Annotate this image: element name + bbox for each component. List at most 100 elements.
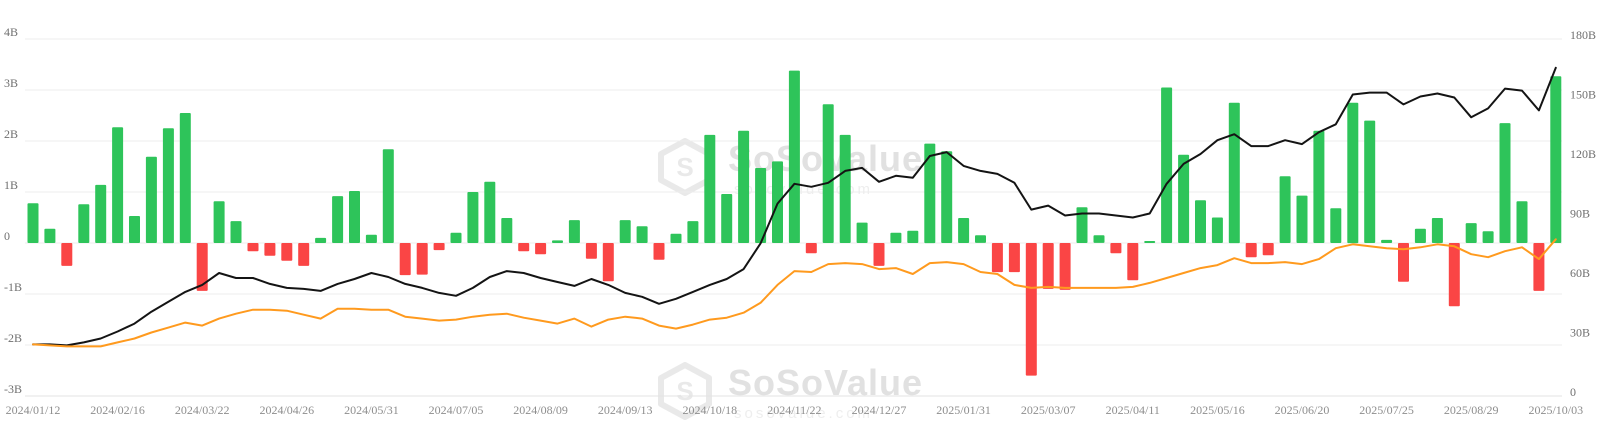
bar-week-12[interactable]: [230, 221, 242, 243]
bar-week-4[interactable]: [95, 184, 107, 243]
bar-week-37[interactable]: [653, 243, 665, 260]
y-axis-label-left: -3B: [4, 382, 22, 396]
bar-week-62[interactable]: [1076, 207, 1088, 243]
bar-week-77[interactable]: [1330, 208, 1342, 243]
y-axis-label-right: 90B: [1570, 207, 1590, 221]
bar-week-81[interactable]: [1398, 243, 1409, 282]
bar-week-73[interactable]: [1262, 243, 1274, 256]
bar-week-70[interactable]: [1211, 217, 1223, 244]
bar-week-71[interactable]: [1228, 102, 1240, 244]
x-axis-label: 2024/07/05: [429, 403, 484, 417]
bar-week-68[interactable]: [1178, 154, 1190, 243]
bar-week-6[interactable]: [129, 216, 140, 243]
bar-week-65[interactable]: [1127, 243, 1139, 281]
bar-week-36[interactable]: [636, 226, 648, 243]
bar-week-49[interactable]: [856, 222, 868, 243]
bar-week-21[interactable]: [382, 149, 394, 243]
bar-week-19[interactable]: [349, 191, 360, 243]
bar-week-84[interactable]: [1448, 243, 1460, 307]
bar-week-0[interactable]: [27, 203, 39, 243]
bar-week-75[interactable]: [1296, 195, 1308, 243]
bar-week-13[interactable]: [247, 243, 259, 252]
bar-week-66[interactable]: [1144, 241, 1156, 243]
bar-week-52[interactable]: [907, 230, 919, 243]
bar-week-26[interactable]: [467, 192, 479, 243]
bar-week-2[interactable]: [61, 243, 73, 266]
bar-week-16[interactable]: [298, 243, 310, 266]
bar-week-3[interactable]: [78, 204, 90, 243]
bar-week-51[interactable]: [890, 232, 902, 243]
bar-week-15[interactable]: [281, 243, 293, 261]
bar-week-88[interactable]: [1516, 201, 1528, 243]
bar-week-32[interactable]: [568, 220, 580, 243]
x-axis-label: 2024/03/22: [175, 403, 230, 417]
bar-week-35[interactable]: [619, 220, 631, 243]
bar-week-74[interactable]: [1279, 176, 1291, 243]
bar-week-59[interactable]: [1025, 243, 1037, 376]
bar-week-14[interactable]: [264, 243, 276, 256]
bar-week-5[interactable]: [112, 127, 124, 243]
bar-week-86[interactable]: [1482, 231, 1494, 243]
bar-week-18[interactable]: [332, 196, 344, 243]
bar-week-56[interactable]: [975, 235, 986, 243]
bar-week-57[interactable]: [991, 243, 1003, 273]
bar-week-27[interactable]: [484, 181, 496, 243]
bar-week-39[interactable]: [687, 221, 699, 243]
bar-week-43[interactable]: [755, 168, 767, 243]
bar-week-23[interactable]: [416, 243, 428, 275]
bar-week-58[interactable]: [1008, 243, 1020, 273]
y-axis-label-right: 60B: [1570, 266, 1590, 280]
y-axis-label-left: 2B: [4, 127, 18, 141]
bar-week-90[interactable]: [1550, 76, 1562, 243]
bar-week-1[interactable]: [44, 228, 56, 243]
bar-week-89[interactable]: [1533, 243, 1545, 291]
bar-week-28[interactable]: [501, 218, 513, 243]
bar-week-53[interactable]: [924, 143, 936, 244]
bar-week-9[interactable]: [179, 113, 191, 243]
bar-week-80[interactable]: [1381, 239, 1393, 243]
bar-week-76[interactable]: [1313, 130, 1325, 243]
x-axis-label: 2024/12/27: [852, 403, 907, 417]
bar-week-40[interactable]: [704, 134, 716, 243]
bar-week-83[interactable]: [1431, 218, 1443, 243]
bar-week-25[interactable]: [450, 232, 462, 243]
bar-week-29[interactable]: [518, 243, 530, 252]
bar-week-47[interactable]: [822, 104, 834, 243]
bar-week-69[interactable]: [1195, 200, 1206, 243]
bar-week-87[interactable]: [1499, 123, 1511, 243]
bar-week-63[interactable]: [1093, 235, 1105, 243]
bar-week-46[interactable]: [805, 243, 817, 254]
bar-week-34[interactable]: [602, 243, 614, 282]
bar-week-30[interactable]: [535, 243, 547, 255]
bar-week-61[interactable]: [1059, 243, 1071, 290]
bar-week-50[interactable]: [873, 243, 885, 266]
bar-week-54[interactable]: [941, 151, 953, 243]
bar-week-31[interactable]: [552, 240, 563, 243]
bar-week-78[interactable]: [1347, 102, 1359, 244]
bar-week-7[interactable]: [145, 156, 157, 243]
bar-week-11[interactable]: [213, 201, 225, 243]
bar-week-64[interactable]: [1110, 243, 1122, 254]
x-axis-label: 2024/09/13: [598, 403, 653, 417]
bar-week-17[interactable]: [315, 237, 327, 243]
bar-week-8[interactable]: [162, 128, 174, 244]
bar-week-10[interactable]: [196, 243, 208, 291]
bar-week-45[interactable]: [788, 70, 800, 243]
bar-week-82[interactable]: [1414, 228, 1426, 243]
bar-week-41[interactable]: [721, 194, 733, 243]
bar-week-48[interactable]: [839, 134, 851, 243]
bar-week-67[interactable]: [1161, 87, 1173, 244]
x-axis-label: 2024/08/09: [513, 403, 568, 417]
bar-week-72[interactable]: [1245, 243, 1257, 258]
bar-week-38[interactable]: [670, 233, 682, 243]
bar-week-24[interactable]: [433, 243, 445, 251]
bar-week-55[interactable]: [958, 218, 970, 243]
bar-week-79[interactable]: [1364, 120, 1376, 243]
bar-week-60[interactable]: [1042, 243, 1054, 289]
bar-week-42[interactable]: [738, 130, 750, 243]
bar-week-22[interactable]: [399, 243, 411, 276]
bar-week-33[interactable]: [585, 243, 597, 259]
bar-week-85[interactable]: [1465, 223, 1477, 243]
bar-week-20[interactable]: [365, 234, 377, 243]
